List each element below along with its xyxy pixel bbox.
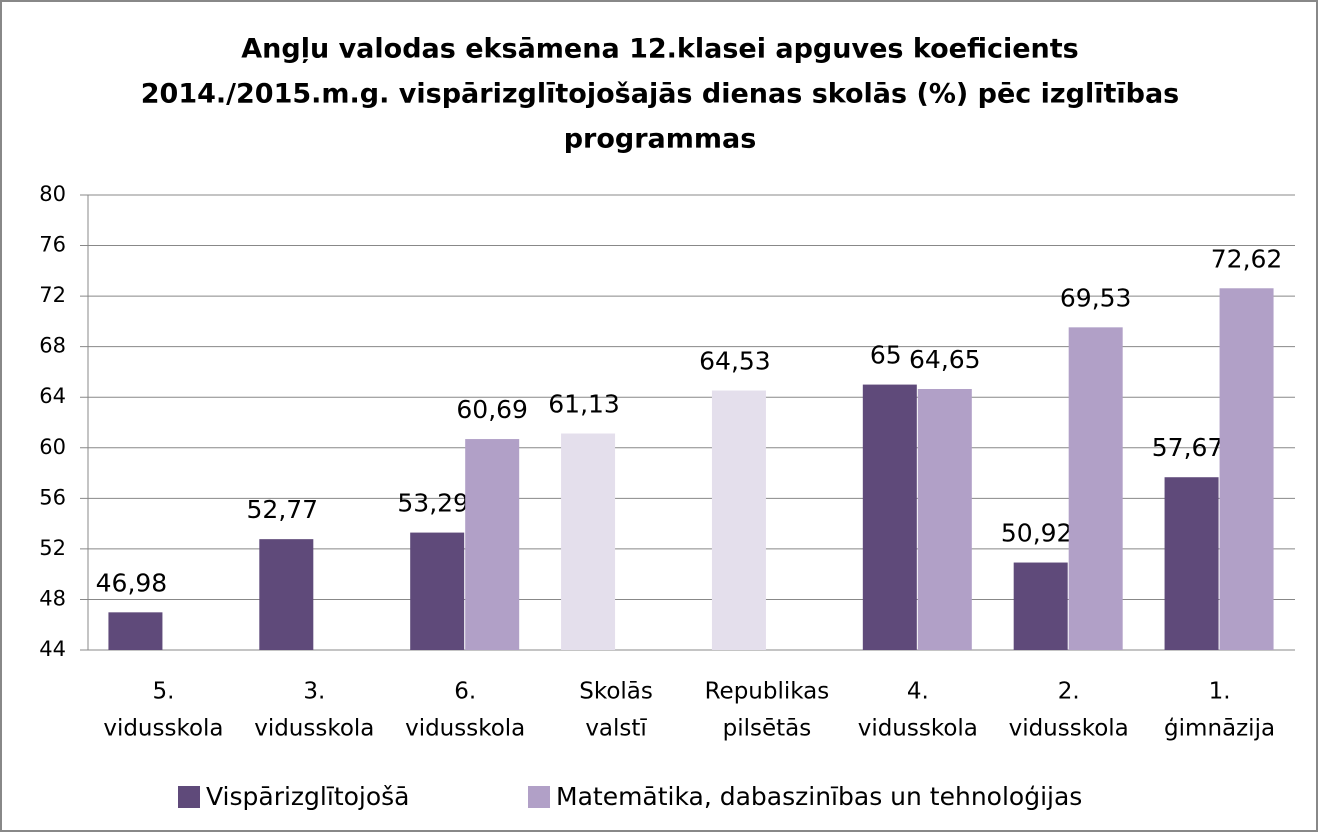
value-label: 72,62 bbox=[1211, 244, 1283, 273]
x-tick-label: 1. bbox=[1209, 679, 1231, 705]
bar bbox=[1068, 327, 1123, 650]
bar bbox=[465, 439, 520, 650]
legend-swatch bbox=[528, 786, 550, 808]
bar bbox=[259, 539, 314, 650]
legend-swatch bbox=[178, 786, 200, 808]
bar bbox=[917, 389, 972, 650]
x-tick-label: vidusskola bbox=[103, 716, 223, 742]
bar bbox=[561, 433, 616, 650]
x-tick-label: valstī bbox=[585, 716, 647, 742]
chart-title: Angļu valodas eksāmena 12.klasei apguves… bbox=[241, 34, 1078, 65]
chart-title: 2014./2015.m.g. vispārizglītojošajās die… bbox=[141, 79, 1180, 110]
x-tick-label: 6. bbox=[454, 679, 476, 705]
y-tick-label: 52 bbox=[39, 536, 66, 560]
y-tick-label: 72 bbox=[39, 283, 66, 307]
value-label: 69,53 bbox=[1060, 283, 1132, 312]
x-tick-label: 4. bbox=[907, 679, 929, 705]
value-label: 52,77 bbox=[247, 495, 319, 524]
y-tick-label: 76 bbox=[39, 233, 66, 257]
x-tick-label: 3. bbox=[303, 679, 325, 705]
bar bbox=[1164, 477, 1219, 650]
value-label: 64,53 bbox=[699, 347, 771, 376]
x-tick-label: vidusskola bbox=[405, 716, 525, 742]
value-label: 61,13 bbox=[548, 389, 620, 418]
legend-label: Vispārizglītojošā bbox=[206, 782, 410, 811]
y-tick-label: 44 bbox=[39, 637, 66, 661]
y-tick-label: 56 bbox=[39, 485, 66, 509]
x-tick-label: 2. bbox=[1058, 679, 1080, 705]
bar bbox=[862, 384, 917, 650]
x-tick-label: vidusskola bbox=[254, 716, 374, 742]
legend-label: Matemātika, dabaszinības un tehnoloģijas bbox=[556, 782, 1082, 811]
value-label: 60,69 bbox=[456, 395, 528, 424]
bar bbox=[711, 390, 766, 650]
y-tick-label: 60 bbox=[39, 435, 66, 459]
y-tick-label: 80 bbox=[39, 182, 66, 206]
bar bbox=[410, 532, 465, 650]
x-tick-label: pilsētās bbox=[723, 716, 812, 742]
value-label: 53,29 bbox=[397, 489, 469, 518]
x-tick-label: ģimnāzija bbox=[1164, 716, 1275, 742]
bar bbox=[1219, 288, 1274, 650]
x-tick-label: vidusskola bbox=[1009, 716, 1129, 742]
value-label: 65 bbox=[870, 341, 902, 370]
bar bbox=[1013, 562, 1068, 650]
x-tick-label: Republikas bbox=[705, 679, 830, 705]
y-tick-label: 64 bbox=[39, 384, 66, 408]
x-tick-label: vidusskola bbox=[858, 716, 978, 742]
value-label: 57,67 bbox=[1152, 433, 1224, 462]
x-tick-label: 5. bbox=[152, 679, 174, 705]
x-tick-label: Skolās bbox=[579, 679, 653, 705]
y-tick-label: 48 bbox=[39, 586, 66, 610]
value-label: 64,65 bbox=[909, 345, 981, 374]
bar bbox=[108, 612, 163, 650]
y-tick-label: 68 bbox=[39, 334, 66, 358]
value-label: 50,92 bbox=[1001, 519, 1073, 548]
value-label: 46,98 bbox=[96, 568, 168, 597]
chart-title: programmas bbox=[564, 124, 757, 155]
